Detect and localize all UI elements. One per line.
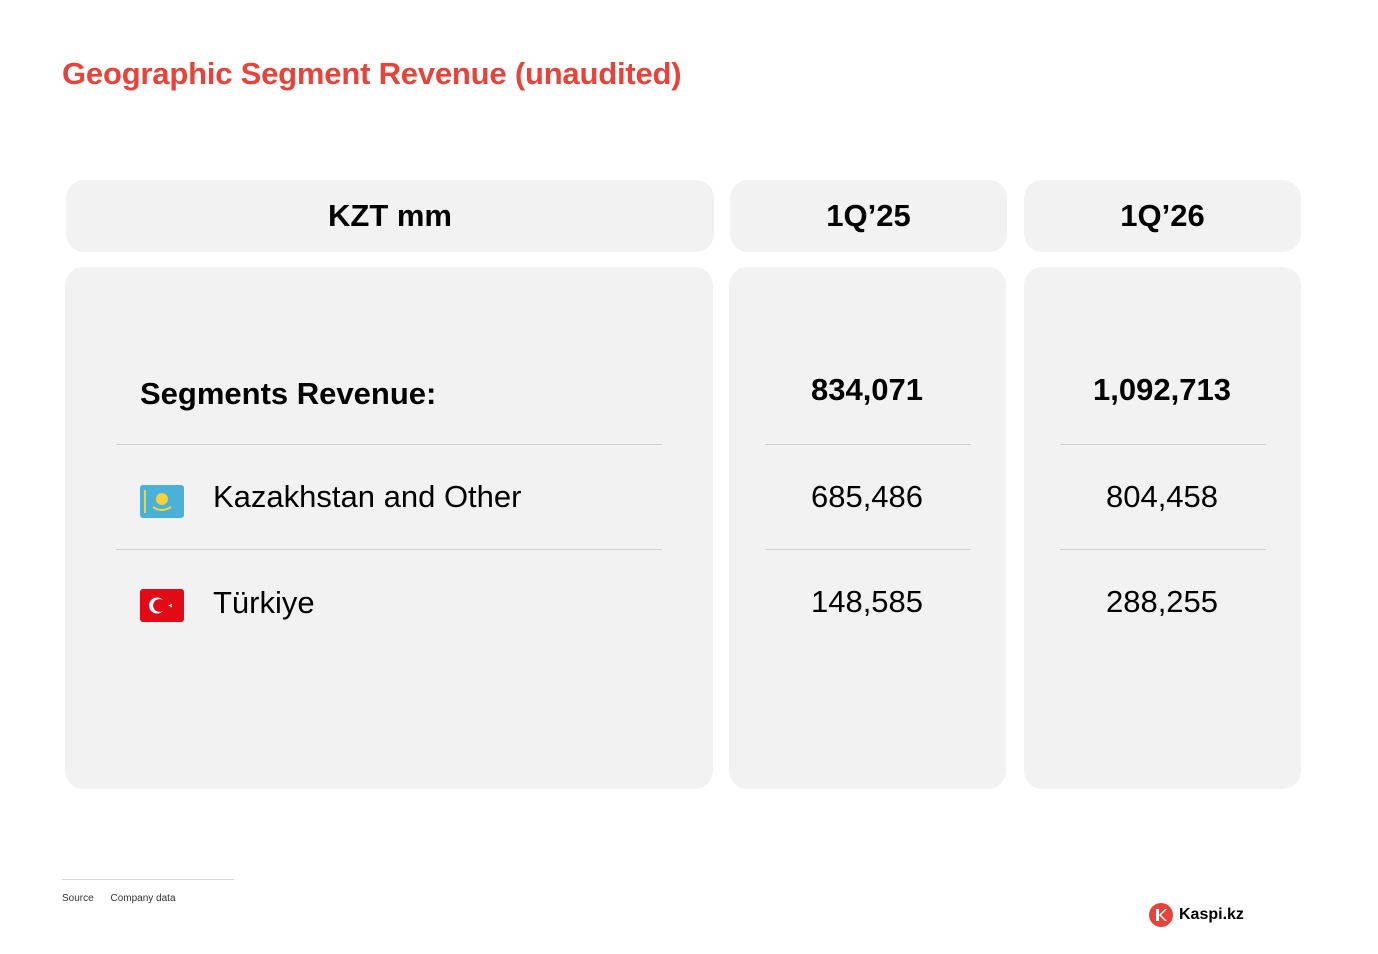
divider — [765, 549, 971, 550]
labels-column — [65, 267, 713, 789]
header-1q26: 1Q’26 — [1024, 180, 1301, 252]
kazakhstan-1q26: 804,458 — [1105, 479, 1219, 514]
header-label: KZT mm — [328, 198, 452, 233]
total-1q25: 834,071 — [810, 372, 924, 407]
divider — [1060, 444, 1266, 445]
divider — [116, 444, 662, 445]
footer-divider — [62, 879, 234, 880]
source-label: Source — [62, 893, 94, 904]
kazakhstan-flag-icon — [140, 485, 184, 518]
1q26-column — [1024, 267, 1301, 789]
turkiye-1q26: 288,255 — [1105, 584, 1219, 619]
turkiye-1q25: 148,585 — [810, 584, 924, 619]
brand-name: Kaspi.kz — [1179, 906, 1244, 923]
source-value: Company data — [110, 893, 176, 904]
kaspi-logo: Kaspi.kz — [1149, 903, 1244, 927]
source-note: Source Company data — [62, 893, 190, 904]
header-kzt-mm: KZT mm — [66, 180, 714, 252]
1q25-column — [729, 267, 1006, 789]
divider — [116, 549, 662, 550]
kaspi-logo-icon — [1149, 903, 1173, 927]
header-label: 1Q’25 — [826, 198, 911, 233]
row-label-kazakhstan: Kazakhstan and Other — [213, 479, 522, 514]
divider — [1060, 549, 1266, 550]
header-label: 1Q’26 — [1120, 198, 1205, 233]
row-label-turkiye: Türkiye — [213, 585, 315, 620]
turkey-flag-icon — [140, 589, 184, 622]
segments-revenue-label: Segments Revenue: — [140, 376, 437, 411]
page-title: Geographic Segment Revenue (unaudited) — [62, 56, 682, 91]
kazakhstan-1q25: 685,486 — [810, 479, 924, 514]
divider — [765, 444, 971, 445]
header-1q25: 1Q’25 — [730, 180, 1007, 252]
total-1q26: 1,092,713 — [1093, 372, 1231, 407]
